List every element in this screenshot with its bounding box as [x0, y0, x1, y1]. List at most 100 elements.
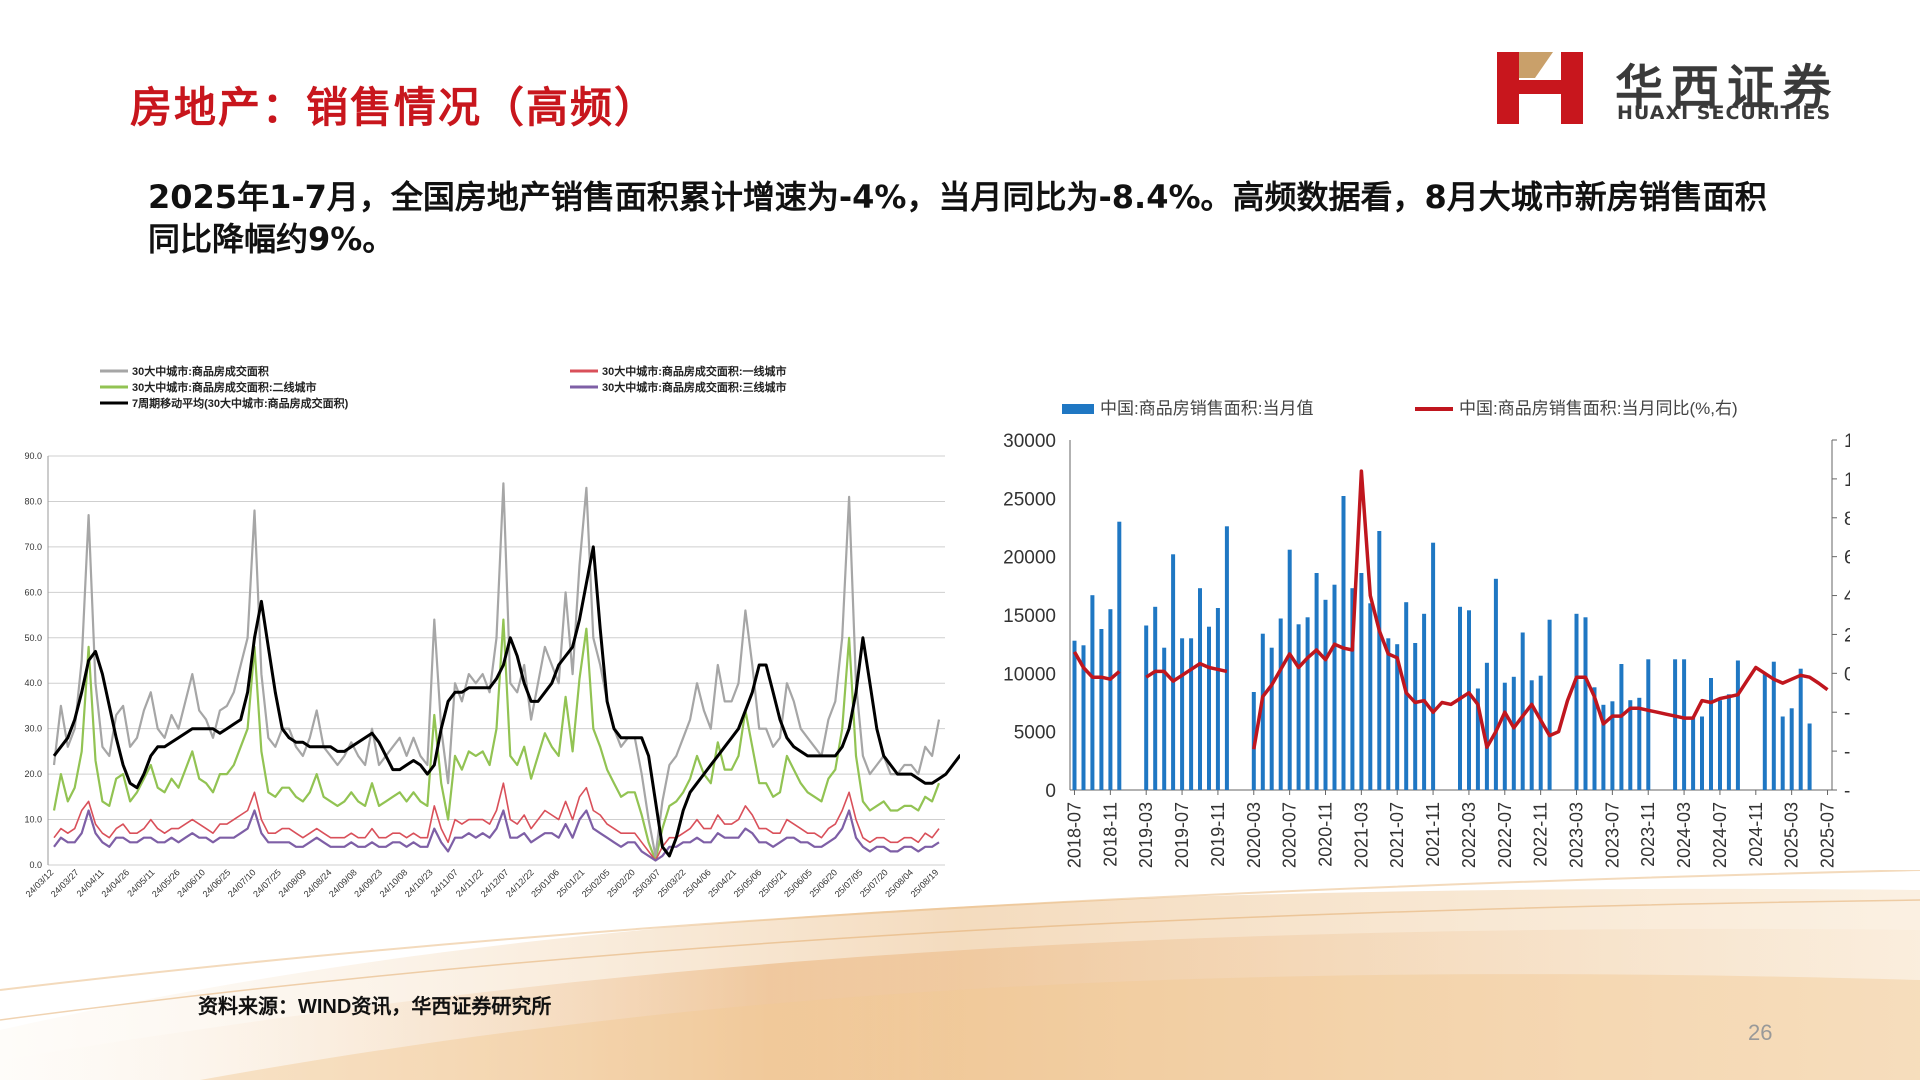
x-tick-label: 2022-11 [1531, 802, 1551, 867]
bar [1583, 617, 1588, 790]
x-tick-label: 2023-03 [1567, 802, 1587, 868]
y-left-tick-label: 10000 [1003, 664, 1056, 685]
y-tick-label: 50.0 [24, 633, 42, 643]
bar [1637, 697, 1642, 790]
x-tick-label: 2024-07 [1710, 802, 1730, 868]
bar [1386, 638, 1391, 790]
x-tick-label: 2018-11 [1100, 802, 1120, 867]
legend-label: 中国:商品房销售面积:当月同比(%,右) [1459, 399, 1738, 418]
bar [1700, 716, 1704, 790]
y-right-tick-label: 40 [1844, 587, 1850, 608]
x-tick-label: 2023-11 [1638, 802, 1658, 867]
legend-label: 30大中城市:商品房成交面积:二线城市 [132, 380, 317, 394]
x-tick-label: 2022-03 [1459, 802, 1479, 868]
x-tick-label: 2018-07 [1064, 802, 1084, 868]
bar [1726, 694, 1731, 790]
slide-title: 房地产：销售情况（高频） [130, 83, 659, 132]
monthly-sales-bar-chart: 中国:商品房销售面积:当月值 中国:商品房销售面积:当月同比(%,右) 0 5000 1… [1003, 399, 1850, 868]
bar [1224, 526, 1229, 790]
bar [1475, 688, 1480, 790]
bar [1260, 633, 1265, 790]
x-tick-label: 2021-11 [1423, 802, 1443, 867]
bar [1341, 496, 1346, 790]
legend-label: 中国:商品房销售面积:当月值 [1100, 399, 1313, 418]
weekly-sales-line-chart: 30大中城市:商品房成交面积 30大中城市:商品房成交面积:一线城市 30大中城市:… [24, 364, 960, 899]
y-left-tick-label: 25000 [1003, 489, 1056, 510]
bar [1601, 704, 1606, 790]
company-logo: 华西证券 HUAXI SECURITIES [1495, 48, 1875, 128]
bar [1189, 638, 1194, 790]
bar [1350, 588, 1355, 790]
bar [1305, 617, 1310, 790]
bar [1807, 723, 1812, 790]
x-tick-label: 2025-03 [1782, 802, 1802, 868]
bar [1574, 613, 1579, 790]
bar [1099, 629, 1104, 790]
bar [1467, 610, 1471, 790]
x-tick-label: 2021-03 [1351, 802, 1371, 868]
bar [1314, 573, 1319, 790]
legend-label: 30大中城市:商品房成交面积:三线城市 [602, 380, 787, 394]
x-tick-label: 2019-07 [1172, 802, 1192, 868]
bar [1780, 716, 1785, 790]
bar [1215, 608, 1220, 790]
summary-text: 2025年1-7月，全国房地产销售面积累计增速为-4%，当月同比为-8.4%。高… [148, 178, 1767, 258]
y-left-tick-label: 0 [1045, 781, 1056, 802]
source-note: 资料来源：WIND资讯，华西证券研究所 [198, 996, 552, 1018]
bar [1108, 609, 1113, 790]
x-tick-label: 2025-07 [1818, 802, 1838, 868]
bar [1368, 603, 1373, 790]
y-tick-label: 0.0 [29, 860, 42, 870]
bar [1735, 660, 1740, 790]
bar [1709, 678, 1713, 790]
x-tick-label: 2023-07 [1602, 802, 1622, 868]
bar [1081, 645, 1086, 790]
x-tick-label: 2021-07 [1387, 802, 1407, 868]
series-line-tier1 [53, 782, 940, 862]
legend-swatch [1062, 404, 1094, 414]
x-tick-label: 2020-11 [1315, 802, 1335, 867]
bar [1493, 578, 1498, 790]
series-line-tier3 [53, 809, 940, 862]
y-right-tick-label: 0 [1844, 664, 1850, 685]
y-tick-label: 70.0 [24, 542, 42, 552]
x-tick-label: 24/10/23 [403, 867, 435, 899]
bar [1547, 619, 1552, 790]
bar [1269, 647, 1274, 790]
y-right-tick-label: 20 [1844, 625, 1850, 646]
y-left-tick-label: 15000 [1003, 606, 1056, 627]
bar [1153, 606, 1158, 790]
bar [1789, 708, 1794, 790]
bar [1278, 618, 1283, 790]
page-number: 26 [1748, 1020, 1773, 1045]
bar [1610, 701, 1615, 790]
series-line-ma7 [52, 545, 960, 858]
huaxi-logo-icon [1497, 52, 1583, 124]
bar [1646, 659, 1651, 790]
bar [1592, 687, 1597, 790]
bar [1296, 624, 1301, 790]
bar [1207, 626, 1211, 790]
y-right-tick-label: 100 [1844, 470, 1850, 491]
bar [1198, 588, 1202, 790]
y-left-tick-label: 5000 [1014, 723, 1056, 744]
logo-text-cn: 华西证券 [1615, 60, 1840, 116]
bar [1171, 554, 1176, 790]
bar [1520, 632, 1525, 790]
bar [1287, 549, 1292, 790]
bar [1538, 675, 1543, 790]
bar [1798, 668, 1803, 790]
bar [1117, 521, 1122, 790]
y-tick-label: 20.0 [24, 769, 42, 779]
x-tick-label: 2019-03 [1136, 802, 1156, 868]
bar [1144, 625, 1149, 790]
bar [1377, 531, 1382, 790]
x-tick-label: 2019-11 [1208, 802, 1228, 867]
x-tick-label: 24/03/27 [49, 867, 81, 899]
y-right-tick-label: 120 [1844, 431, 1850, 452]
bar [1395, 644, 1400, 790]
x-tick-label: 2020-03 [1244, 802, 1264, 868]
bar [1484, 662, 1489, 790]
bar [1511, 676, 1516, 790]
y-tick-label: 90.0 [24, 451, 42, 461]
